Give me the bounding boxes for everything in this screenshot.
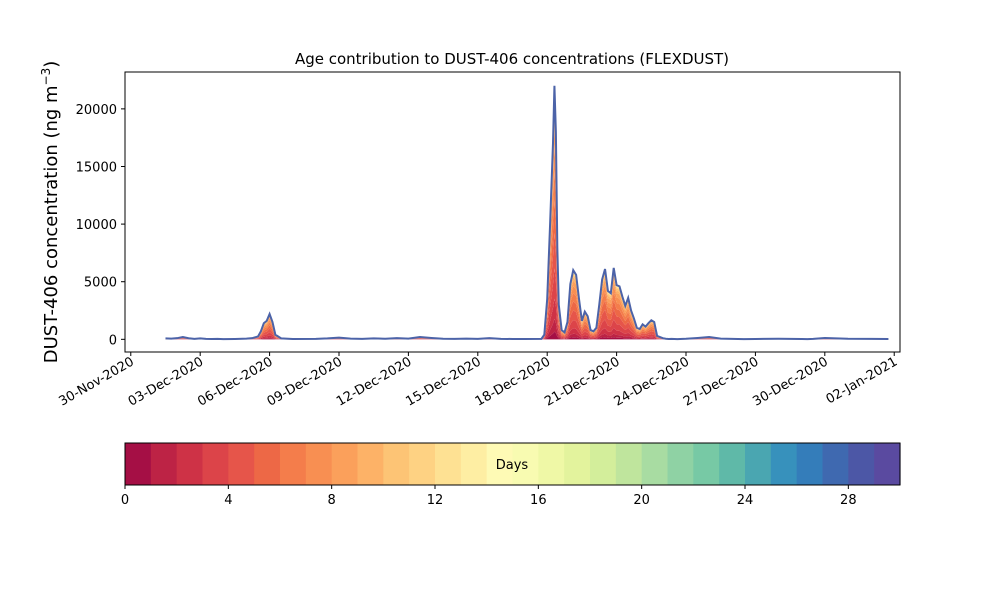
y-axis-label-superscript: −3 [39,68,53,86]
y-axis-label-main: DUST-406 concentration (ng m [41,85,62,363]
colorbar-swatch-1 [150,443,178,485]
y-axis-ticks: 0 5000 10000 15000 20000 [76,103,125,348]
colorbar-swatch-21 [667,443,694,485]
colorbar-swatch-12 [435,443,462,485]
plot-frame [124,71,901,353]
y-axis-label-close: ) [41,61,62,68]
colorbar-tick-label: 20 [633,493,650,508]
age-layer-14 [165,88,889,340]
age-layer-6 [165,169,889,340]
colorbar-swatch-23 [719,443,746,485]
y-tick-label: 15000 [76,160,117,175]
y-tick-label: 0 [109,333,117,348]
age-layer-11 [165,95,889,340]
colorbar-frame [124,442,901,486]
colorbar-tick-label: 8 [328,493,336,508]
x-tick-label: 21-Dec-2020 [542,354,622,409]
x-axis-ticks: 30-Nov-202003-Dec-202006-Dec-202009-Dec-… [57,352,901,410]
colorbar-swatch-15 [512,443,539,485]
colorbar-swatch-13 [460,443,488,485]
colorbar-swatch-14 [486,443,514,485]
age-layer-13 [165,90,889,340]
total-concentration-line [165,85,889,341]
x-tick-label: 09-Dec-2020 [265,354,345,409]
age-layers [165,85,889,340]
x-tick-label: 30-Dec-2020 [750,354,830,409]
x-tick-label: 06-Dec-2020 [195,354,275,409]
x-tick-label: 30-Nov-2020 [57,354,137,409]
y-tick-label: 20000 [76,103,117,118]
colorbar-swatches [125,443,901,485]
age-layer-12 [165,93,889,340]
colorbar-swatch-24 [745,443,772,485]
colorbar-tick-label: 24 [737,493,754,508]
colorbar-swatch-8 [331,443,359,485]
colorbar-swatch-17 [564,443,591,485]
chart-title: Age contribution to DUST-406 concentrati… [295,50,729,68]
x-tick-label: 27-Dec-2020 [681,354,761,409]
x-tick-label: 24-Dec-2020 [612,354,692,409]
x-tick-label: 02-Jan-2021 [824,354,901,407]
colorbar-label: Days [496,458,529,473]
colorbar-tick-label: 12 [427,493,444,508]
age-layer-4 [165,232,889,340]
colorbar-swatch-5 [254,443,281,485]
colorbar-tick-label: 4 [224,493,232,508]
y-tick-label: 10000 [76,218,117,233]
colorbar-swatch-29 [874,443,901,485]
age-layer-9 [165,111,889,340]
colorbar-swatch-22 [693,443,720,485]
age-layer-7 [165,144,889,340]
colorbar-swatch-7 [305,443,333,485]
colorbar-swatch-27 [822,443,849,485]
colorbar-swatch-0 [125,443,152,485]
colorbar-tick-label: 28 [840,493,857,508]
age-layer-15 [165,87,889,340]
colorbar-tick-label: 16 [530,493,547,508]
colorbar-swatch-16 [538,443,565,485]
colorbar-ticks: 0 4 8 12 16 20 24 28 [121,485,857,508]
colorbar-swatch-4 [228,443,255,485]
colorbar-swatch-11 [409,443,436,485]
colorbar-tick-label: 0 [121,493,129,508]
colorbar-swatch-28 [848,443,875,485]
colorbar-swatch-19 [615,443,643,485]
colorbar-swatch-26 [796,443,824,485]
colorbar-swatch-18 [590,443,617,485]
colorbar-swatch-10 [383,443,410,485]
age-layer-16 [165,85,889,340]
age-layer-8 [165,123,889,340]
x-tick-label: 15-Dec-2020 [403,354,483,409]
colorbar-swatch-20 [641,443,669,485]
colorbar-swatch-3 [202,443,229,485]
x-tick-label: 03-Dec-2020 [126,354,206,409]
y-axis-label: DUST-406 concentration (ng m−3) [39,61,62,364]
y-tick-label: 5000 [84,276,117,291]
colorbar-swatch-2 [176,443,204,485]
age-layer-5 [165,199,889,340]
x-tick-label: 18-Dec-2020 [473,354,553,409]
colorbar-swatch-9 [357,443,384,485]
age-colorbar: Days 0 4 8 12 16 20 24 28 [121,442,901,508]
age-layer-10 [165,101,889,340]
colorbar-swatch-25 [770,443,798,485]
colorbar-swatch-6 [280,443,307,485]
x-tick-label: 12-Dec-2020 [334,354,414,409]
